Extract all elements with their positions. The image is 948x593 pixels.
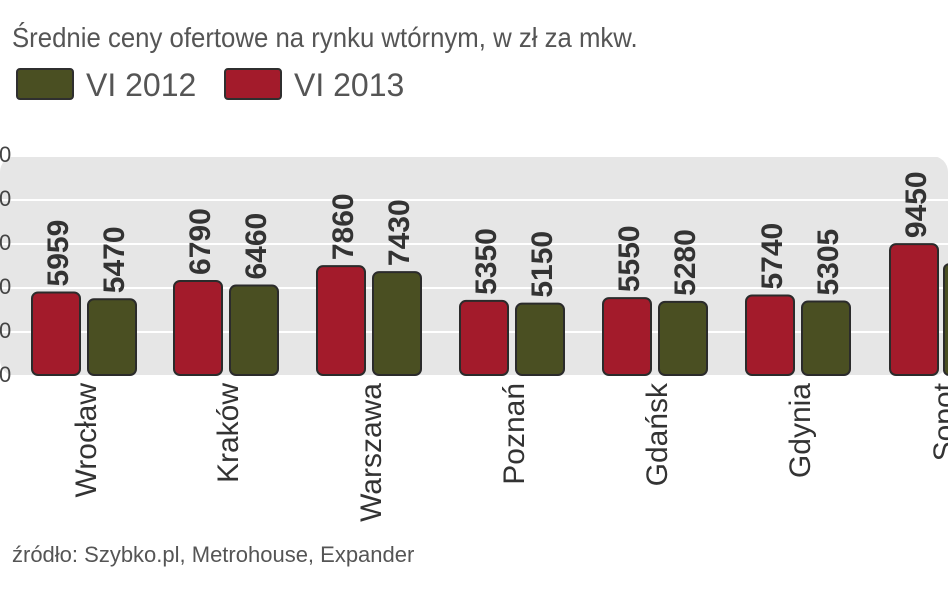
x-tick-label: Warszawa xyxy=(355,383,388,522)
y-tick-label: 0 xyxy=(0,230,11,255)
bar-vi2013 xyxy=(173,279,223,376)
bar-vi2012 xyxy=(943,263,948,376)
legend-label-vi2012: VI 2012 xyxy=(86,67,197,103)
legend-label-vi2013: VI 2013 xyxy=(294,67,405,103)
bar-vi2013 xyxy=(459,299,509,376)
data-label: 5470 xyxy=(98,226,131,293)
data-label: 7860 xyxy=(327,193,360,260)
bar-vi2012 xyxy=(229,284,279,376)
source-note: źródło: Szybko.pl, Metrohouse, Expander xyxy=(12,542,415,567)
x-tick-label: Kraków xyxy=(212,383,245,483)
data-label: 5959 xyxy=(42,220,75,287)
chart-title: Średnie ceny ofertowe na rynku wtórnym, … xyxy=(12,22,638,53)
y-tick-label: 0 xyxy=(0,186,11,211)
data-label: 5280 xyxy=(669,229,702,296)
data-label: 5150 xyxy=(526,231,559,298)
y-tick-label: 0 xyxy=(0,142,11,167)
bar-vi2012 xyxy=(372,271,422,377)
x-tick-label: Sopot xyxy=(928,382,948,461)
data-label: 6790 xyxy=(184,208,217,275)
bar-vi2013 xyxy=(889,243,939,376)
data-label: 5305 xyxy=(812,229,845,296)
bar-vi2013 xyxy=(31,291,81,377)
bar-vi2013 xyxy=(602,297,652,377)
x-tick-label: Poznań xyxy=(498,383,531,485)
data-label: 5740 xyxy=(756,223,789,290)
y-tick-label: 0 xyxy=(0,362,11,387)
bar-vi2012 xyxy=(87,298,137,377)
y-tick-label: 0 xyxy=(0,318,11,343)
data-label: 6460 xyxy=(240,213,273,280)
bar-vi2012 xyxy=(658,300,708,377)
x-tick-label: Wrocław xyxy=(70,383,103,498)
bar-vi2012 xyxy=(515,302,565,376)
x-tick-label: Gdańsk xyxy=(641,382,674,486)
data-label: 5350 xyxy=(470,228,503,295)
bar-vi2013 xyxy=(316,265,366,377)
data-label: 7430 xyxy=(383,199,416,266)
y-tick-label: 0 xyxy=(0,274,11,299)
bar-vi2013 xyxy=(745,294,795,377)
data-label: 9450 xyxy=(900,171,933,238)
x-tick-label: Gdynia xyxy=(784,383,817,478)
bar-vi2012 xyxy=(801,300,851,377)
legend-swatch-vi2013 xyxy=(224,68,282,100)
data-label: 5550 xyxy=(613,225,646,292)
legend-swatch-vi2012 xyxy=(16,68,74,100)
